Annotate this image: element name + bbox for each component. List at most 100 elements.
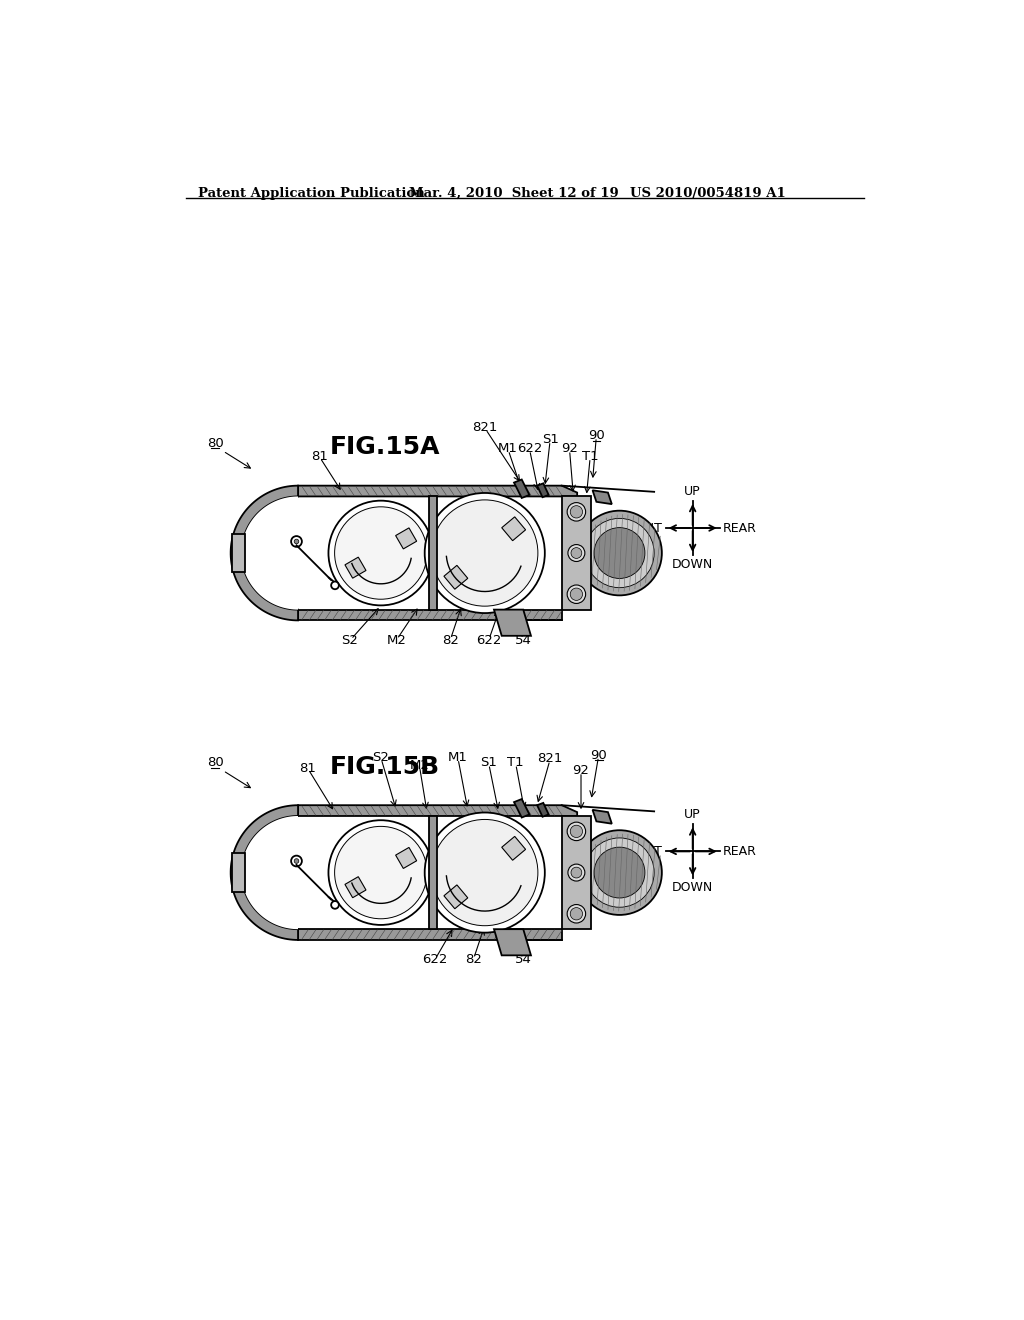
Polygon shape	[298, 610, 562, 620]
Polygon shape	[230, 486, 298, 620]
Circle shape	[578, 511, 662, 595]
Text: UP: UP	[684, 484, 701, 498]
Polygon shape	[395, 528, 417, 549]
Circle shape	[432, 820, 538, 925]
Polygon shape	[538, 483, 549, 498]
Text: 92: 92	[561, 442, 578, 455]
Polygon shape	[538, 803, 549, 817]
Polygon shape	[514, 799, 529, 817]
Text: FRONT: FRONT	[620, 845, 663, 858]
Text: 821: 821	[472, 421, 498, 434]
Circle shape	[331, 902, 339, 908]
Polygon shape	[444, 565, 468, 589]
Circle shape	[570, 825, 583, 838]
Circle shape	[567, 503, 586, 521]
Polygon shape	[345, 876, 366, 898]
Text: 622: 622	[422, 953, 447, 966]
Text: T1: T1	[582, 450, 599, 463]
Circle shape	[568, 865, 585, 880]
Circle shape	[570, 589, 583, 601]
Text: 80: 80	[207, 437, 223, 450]
Circle shape	[594, 847, 645, 898]
Polygon shape	[298, 486, 578, 496]
Text: DOWN: DOWN	[672, 558, 714, 572]
Text: 81: 81	[310, 450, 328, 463]
Polygon shape	[298, 816, 578, 929]
Polygon shape	[502, 517, 525, 541]
Polygon shape	[429, 496, 437, 610]
Polygon shape	[230, 805, 298, 940]
Text: FRONT: FRONT	[620, 521, 663, 535]
Text: S2: S2	[373, 751, 389, 764]
Polygon shape	[593, 810, 611, 824]
Text: 82: 82	[441, 634, 459, 647]
Circle shape	[594, 528, 645, 578]
Circle shape	[567, 585, 586, 603]
Circle shape	[571, 548, 582, 558]
Polygon shape	[562, 816, 591, 929]
Text: 54: 54	[515, 634, 531, 647]
Polygon shape	[593, 490, 611, 504]
Text: 54: 54	[515, 953, 531, 966]
Text: 90: 90	[591, 748, 607, 762]
Circle shape	[294, 539, 299, 544]
Polygon shape	[494, 610, 531, 636]
Text: Mar. 4, 2010  Sheet 12 of 19: Mar. 4, 2010 Sheet 12 of 19	[410, 187, 620, 199]
Circle shape	[567, 904, 586, 923]
Polygon shape	[395, 847, 417, 869]
Polygon shape	[345, 557, 366, 578]
Circle shape	[335, 507, 427, 599]
Text: M2: M2	[386, 634, 407, 647]
Text: REAR: REAR	[723, 845, 757, 858]
Text: 82: 82	[465, 953, 481, 966]
Text: 80: 80	[207, 756, 223, 770]
Polygon shape	[298, 929, 562, 940]
Text: M1: M1	[447, 751, 468, 764]
Polygon shape	[429, 816, 437, 929]
Polygon shape	[232, 853, 245, 892]
Text: 90: 90	[588, 429, 605, 442]
Circle shape	[335, 826, 427, 919]
Text: 81: 81	[299, 762, 316, 775]
Circle shape	[570, 506, 583, 517]
Text: S1: S1	[542, 433, 559, 446]
Polygon shape	[444, 884, 468, 908]
Polygon shape	[242, 496, 298, 610]
Text: S1: S1	[480, 756, 497, 770]
Text: UP: UP	[684, 808, 701, 821]
Circle shape	[570, 908, 583, 920]
Polygon shape	[242, 816, 298, 929]
Circle shape	[432, 500, 538, 606]
Polygon shape	[232, 533, 245, 573]
Circle shape	[329, 820, 433, 925]
Text: S2: S2	[342, 634, 358, 647]
Text: 821: 821	[538, 752, 563, 766]
Text: FIG.15B: FIG.15B	[330, 755, 439, 779]
Text: 622: 622	[476, 634, 502, 647]
Polygon shape	[562, 496, 591, 610]
Polygon shape	[502, 837, 525, 861]
Text: 622: 622	[517, 442, 542, 455]
Polygon shape	[514, 479, 529, 498]
Circle shape	[329, 500, 433, 606]
Circle shape	[425, 492, 545, 612]
Polygon shape	[298, 805, 578, 816]
Text: DOWN: DOWN	[672, 882, 714, 895]
Text: M1: M1	[498, 442, 518, 455]
Circle shape	[291, 536, 302, 546]
Text: T1: T1	[507, 756, 524, 770]
Text: M2: M2	[410, 759, 429, 772]
Circle shape	[567, 822, 586, 841]
Circle shape	[585, 519, 654, 587]
Circle shape	[425, 813, 545, 933]
Circle shape	[294, 859, 299, 863]
Text: Patent Application Publication: Patent Application Publication	[199, 187, 425, 199]
Circle shape	[331, 582, 339, 589]
Circle shape	[578, 830, 662, 915]
Polygon shape	[298, 496, 578, 610]
Polygon shape	[494, 929, 531, 956]
Text: 92: 92	[572, 764, 590, 777]
Text: REAR: REAR	[723, 521, 757, 535]
Text: FIG.15A: FIG.15A	[330, 436, 440, 459]
Circle shape	[568, 545, 585, 561]
